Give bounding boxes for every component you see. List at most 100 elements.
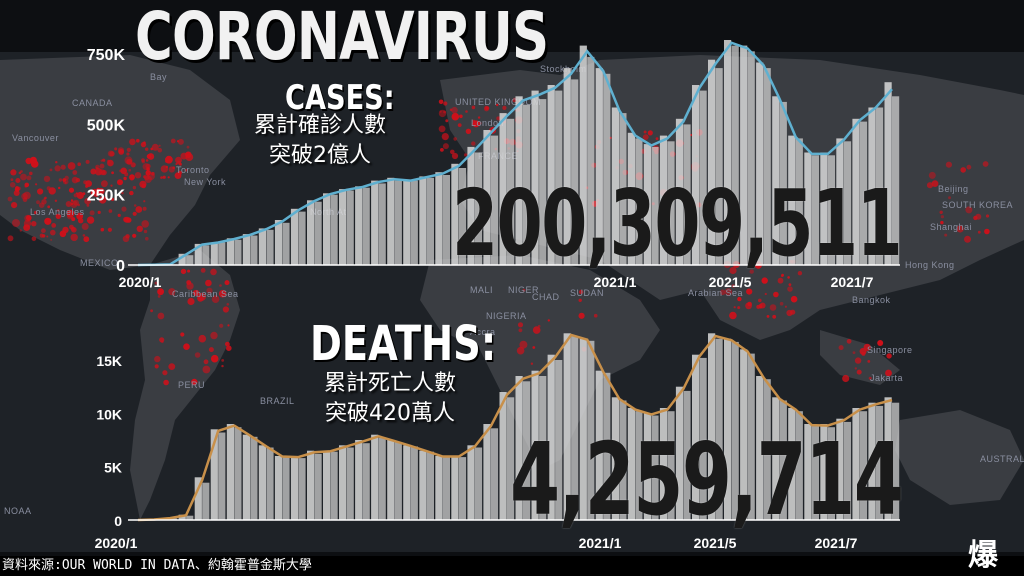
case-dot-270 <box>453 137 458 141</box>
case-dot-26 <box>10 169 17 176</box>
cases-bar-b-45 <box>859 121 868 265</box>
case-dot-45 <box>67 162 76 170</box>
cases-y-tick-3: 750K <box>87 47 126 64</box>
deaths-bar-47 <box>884 397 892 520</box>
deaths-bar-14 <box>355 440 363 520</box>
case-dot-315 <box>449 108 453 112</box>
case-dot-414 <box>842 374 850 383</box>
cases-bar-b-38 <box>747 51 755 266</box>
case-dot-395 <box>940 220 944 225</box>
cases-bar-33 <box>659 135 668 265</box>
case-dot-90 <box>15 178 21 183</box>
cases-bar-b-3 <box>186 255 194 265</box>
deaths-bar-b-13 <box>346 447 354 520</box>
deaths-bar-42 <box>804 424 812 520</box>
case-dot-332 <box>643 130 647 134</box>
case-dot-67 <box>135 206 143 213</box>
cases-bar-b-25 <box>539 99 547 265</box>
deaths-bar-b-21 <box>474 447 483 520</box>
cases-bar-b-46 <box>875 107 884 265</box>
case-dot-78 <box>72 170 78 175</box>
cases-bar-35 <box>692 85 700 265</box>
deaths-bar-5 <box>210 429 218 520</box>
case-dot-22 <box>46 235 49 238</box>
case-dot-152 <box>102 158 106 162</box>
map-label-28: Jakarta <box>870 373 903 383</box>
deaths-bar-b-40 <box>779 400 787 520</box>
case-dot-94 <box>51 223 57 228</box>
cases-bar-31 <box>627 132 635 265</box>
case-dot-165 <box>162 175 166 179</box>
case-dot-209 <box>123 176 127 181</box>
case-dot-113 <box>95 188 103 196</box>
case-dot-437 <box>517 322 524 328</box>
case-dot-69 <box>142 206 147 211</box>
deaths-bar-b-33 <box>667 411 675 520</box>
case-dot-141 <box>97 210 101 214</box>
deaths-bar-b-10 <box>298 458 306 520</box>
case-dot-263 <box>154 364 159 369</box>
case-dot-42 <box>70 233 78 242</box>
cases-bar-46 <box>868 107 876 265</box>
case-dot-109 <box>57 209 60 212</box>
case-dot-244 <box>226 303 230 306</box>
case-dot-124 <box>101 180 108 188</box>
map-label-12: London <box>471 118 504 128</box>
deaths-bar-b-4 <box>202 482 210 520</box>
map-label-0: CANADA <box>72 98 113 108</box>
cases-bar-b-4 <box>202 245 210 265</box>
case-dot-358 <box>733 306 736 309</box>
case-dot-232 <box>221 359 225 362</box>
case-dot-52 <box>34 210 38 215</box>
case-dot-398 <box>977 230 981 234</box>
case-dot-312 <box>477 121 482 126</box>
map-label-19: NIGERIA <box>486 311 527 321</box>
case-dot-132 <box>73 193 78 198</box>
case-dot-418 <box>838 345 844 351</box>
case-dot-391 <box>964 235 971 243</box>
deaths-bar-b-16 <box>394 442 402 520</box>
case-dot-104 <box>66 212 74 220</box>
case-dot-43 <box>76 212 84 220</box>
case-dot-30 <box>77 162 81 166</box>
case-dot-214 <box>151 171 155 176</box>
case-dot-156 <box>62 178 69 185</box>
case-dot-10 <box>58 186 61 190</box>
case-dot-208 <box>107 159 114 167</box>
case-dot-196 <box>175 162 178 166</box>
case-dot-37 <box>19 229 22 232</box>
case-dot-432 <box>532 326 541 334</box>
case-dot-207 <box>143 174 150 181</box>
deaths-bar-31 <box>627 408 635 520</box>
cases-bar-28 <box>579 45 587 265</box>
case-dot-385 <box>737 296 742 302</box>
case-dot-357 <box>769 304 777 311</box>
cases-bar-b-7 <box>250 235 258 265</box>
case-dot-392 <box>965 206 973 214</box>
cases-bar-38 <box>740 45 748 265</box>
case-dot-150 <box>73 199 79 206</box>
cases-bar-b-21 <box>474 152 483 265</box>
cases-bar-b-44 <box>843 141 852 266</box>
cases-bar-b-6 <box>234 239 242 265</box>
case-dot-364 <box>737 306 741 310</box>
case-dot-390 <box>945 161 953 168</box>
case-dot-409 <box>960 167 966 173</box>
case-dot-190 <box>150 147 153 151</box>
case-dot-120 <box>139 180 147 188</box>
case-dot-153 <box>24 182 30 188</box>
deaths-x-tick-3: 2021/7 <box>815 535 858 551</box>
map-label-20: Accra <box>470 327 496 337</box>
deaths-bar-b-42 <box>811 426 819 520</box>
case-dot-212 <box>177 138 184 145</box>
case-dot-429 <box>518 328 523 333</box>
deaths-y-tick-3: 15K <box>96 353 122 369</box>
case-dot-91 <box>82 234 86 237</box>
case-dot-158 <box>100 228 104 232</box>
cases-bar-b-22 <box>490 135 499 265</box>
cases-bar-b-15 <box>378 183 386 265</box>
case-dot-350 <box>749 269 754 274</box>
case-dot-44 <box>83 236 90 243</box>
case-dot-419 <box>854 367 857 370</box>
case-dot-144 <box>62 226 69 234</box>
